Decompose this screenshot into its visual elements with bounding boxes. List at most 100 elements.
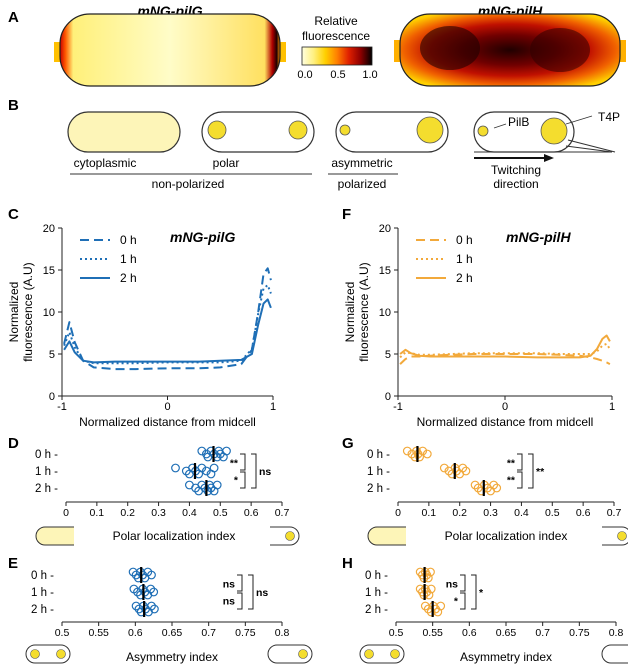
cytoplasmic-cell-icon	[367, 526, 406, 546]
panel-letter-d: D	[8, 435, 19, 452]
x-axis-label: Normalized distance from midcell	[79, 415, 256, 429]
asymmetric-spot-icon	[298, 649, 308, 659]
sig-bracket-1-2	[517, 471, 523, 489]
data-point	[402, 446, 412, 456]
data-point	[146, 584, 156, 594]
x-axis-label: Asymmetry index	[126, 650, 218, 664]
data-point	[197, 463, 207, 473]
x-axis-label: Polar localization index	[113, 529, 236, 543]
data-point	[188, 463, 197, 473]
sig-bracket-0-1	[517, 453, 523, 471]
label-cytoplasmic: cytoplasmic	[74, 156, 137, 170]
legend-label-0: 0 h	[456, 233, 473, 247]
label-asymmetric: asymmetric	[331, 156, 392, 170]
pilb-spot-large	[540, 117, 568, 145]
x-tick-label: 0.6	[244, 507, 259, 519]
x-tick-label: 0	[164, 401, 170, 413]
sig-bracket-0-1	[240, 453, 246, 471]
x-tick-label: 0.5	[545, 507, 560, 519]
schematic-cytoplasmic: cytoplasmic	[67, 111, 181, 170]
x-tick-label: 1	[270, 401, 276, 413]
sig-bracket-0-1	[460, 574, 466, 592]
pilg-heatmap-cell	[54, 13, 286, 87]
row-label: 2 h -	[365, 604, 388, 616]
x-tick-label: 0	[502, 401, 508, 413]
y-tick-label: 20	[379, 223, 391, 235]
label-twitching-line1: Twitching	[491, 163, 541, 177]
schematic-asymmetric: asymmetric	[331, 111, 449, 170]
sig-label-0-2: *	[479, 587, 484, 599]
x-tick-label: 0.55	[422, 627, 443, 639]
symmetric-cell-icon	[25, 644, 71, 664]
x-tick-label: 0	[63, 507, 69, 519]
series-line-2	[63, 298, 272, 364]
data-point	[458, 463, 468, 473]
sig-label-1-2: **	[507, 475, 516, 487]
row-label: 2 h -	[31, 604, 54, 616]
row-label: 1 h -	[367, 466, 390, 478]
x-tick-label: 0.4	[514, 507, 529, 519]
x-axis-label: Normalized distance from midcell	[417, 415, 594, 429]
series-line-0	[399, 353, 611, 365]
label-twitching-line2: direction	[493, 177, 538, 191]
sig-label-1-2: ns	[223, 596, 235, 608]
y-tick-label: 20	[43, 223, 55, 235]
series-line-1	[63, 284, 272, 365]
panel-letter-a: A	[8, 9, 19, 26]
label-nonpolarized: non-polarized	[152, 177, 225, 191]
x-tick-label: 0.3	[483, 507, 498, 519]
data-point	[418, 446, 428, 456]
x-tick-label: 0.5	[389, 627, 404, 639]
cytoplasmic-cell-icon	[35, 526, 74, 546]
schematic-polar: polar	[201, 111, 315, 170]
data-point	[197, 446, 207, 456]
pilb-pointer	[493, 123, 507, 129]
t4p-fiber-2	[565, 145, 613, 153]
y-axis-label-line1: Normalized	[7, 282, 21, 343]
data-point	[410, 452, 420, 462]
cell-polar	[201, 111, 315, 153]
data-point	[149, 604, 159, 614]
x-tick-label: 0.6	[462, 627, 477, 639]
y-tick-label: 0	[49, 391, 55, 403]
t4p-fiber-1	[567, 139, 616, 153]
data-point	[171, 463, 180, 473]
schematic-twitching: T4P PilB Twitching direction	[473, 110, 620, 191]
data-point	[422, 449, 432, 459]
panel-letter-c: C	[8, 206, 19, 223]
x-tick-label: -1	[393, 401, 403, 413]
sig-bracket-0-2	[248, 574, 254, 610]
sig-label-0-1: **	[230, 458, 239, 470]
sig-label-0-2: ns	[259, 466, 271, 478]
colorbar-tick-1: 0.5	[330, 69, 345, 81]
row-label: 1 h -	[365, 587, 388, 599]
symmetric-spot-left	[30, 649, 40, 659]
colorbar-title-line1: Relative	[314, 14, 358, 28]
polar-spot-icon	[617, 531, 627, 541]
x-tick-label: -1	[57, 401, 67, 413]
row-label: 1 h -	[35, 466, 58, 478]
y-tick-label: 15	[379, 265, 391, 277]
cell-cytoplasmic	[67, 111, 181, 153]
x-tick-label: 0.6	[576, 507, 591, 519]
x-tick-label: 0	[395, 507, 401, 519]
symmetric-spot-right	[56, 649, 66, 659]
y-axis-label-line2: fluorescence (A.U)	[357, 262, 371, 361]
sig-bracket-0-2	[251, 453, 257, 489]
panel-letter-f: F	[342, 206, 351, 223]
data-point	[492, 483, 502, 493]
sig-bracket-1-2	[460, 592, 466, 610]
data-point	[470, 480, 480, 490]
x-axis-label: Polar localization index	[445, 529, 568, 543]
dot-plot-polar-pilg: 0 0.1 0.2 0.3 0.4 0.5 0.6 0.70 h -1 h -2 h -***…	[35, 446, 300, 546]
colorbar-title-line2: fluorescence	[302, 29, 370, 43]
panel-letter-b: B	[8, 97, 19, 114]
x-tick-label: 0.55	[88, 627, 109, 639]
data-point	[426, 567, 435, 577]
x-tick-label: 0.65	[162, 627, 183, 639]
x-tick-label: 0.7	[607, 507, 622, 519]
asym-spot-large	[416, 116, 444, 144]
data-point	[201, 466, 211, 476]
